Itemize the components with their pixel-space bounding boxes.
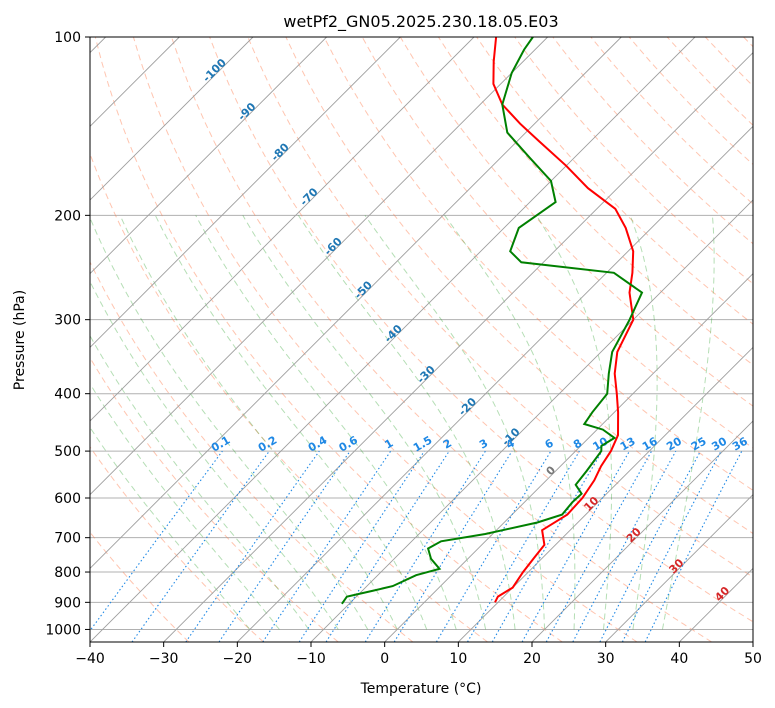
dry-adiabat: [90, 356, 339, 642]
x-tick-label: 20: [523, 651, 541, 667]
y-tick-label: 1000: [45, 622, 81, 638]
moist-adiabat: [629, 215, 658, 630]
dry-adiabat: [209, 37, 753, 623]
dry-adiabat: [323, 37, 753, 491]
y-axis-ticks: 100 200 300 400 500 600 700 800 900 1000: [45, 30, 90, 638]
isotherm-line: [605, 494, 753, 642]
moist-adiabat: [242, 215, 487, 630]
dry-adiabat: [94, 37, 563, 642]
dry-adiabats: [90, 37, 753, 642]
moist-adiabat: [90, 426, 251, 630]
y-tick-label: 600: [54, 491, 81, 507]
y-tick-label: 800: [54, 565, 81, 581]
mixing-ratio-lines: [90, 450, 743, 642]
isotherm-line: [310, 199, 753, 642]
isotherm-line: [90, 37, 622, 569]
y-tick-label: 900: [54, 595, 81, 611]
moist-adiabat: [90, 334, 310, 630]
moist-adiabat: [154, 215, 428, 630]
moist-adiabat: [90, 280, 339, 630]
isotherm-line: [90, 37, 696, 642]
dry-adiabat: [132, 37, 638, 642]
sounding-series: [341, 37, 644, 605]
dewpoint-line: [341, 37, 644, 605]
y-tick-label: 300: [54, 313, 81, 329]
chart-title: wetPf2_GN05.2025.230.18.05.E03: [283, 12, 558, 32]
isotherm-line: [90, 37, 475, 422]
isotherm-line: [237, 125, 753, 642]
x-tick-label: 30: [597, 651, 615, 667]
isotherm-line: [90, 37, 327, 275]
plot-area: -100-90-80-70-60-50-40-30-20-10010203040…: [90, 37, 753, 642]
isotherm-line: [163, 52, 753, 642]
y-axis-label: Pressure (hPa): [12, 290, 28, 390]
x-tick-label: 50: [744, 651, 762, 667]
y-tick-label: 700: [54, 531, 81, 547]
dry-adiabat: [90, 446, 264, 642]
dry-adiabat: [285, 37, 753, 535]
x-tick-label: 10: [449, 651, 467, 667]
moist-adiabat: [535, 215, 613, 630]
y-tick-label: 400: [54, 387, 81, 403]
dry-adiabat: [514, 37, 753, 285]
moist-adiabat: [195, 215, 457, 630]
dry-adiabat: [247, 37, 753, 578]
isotherm-line: [90, 37, 548, 496]
mixing-ratio-line: [572, 450, 677, 642]
isotherm-line: [90, 37, 401, 348]
isotherm-line: [384, 273, 753, 642]
x-axis-label: Temperature (°C): [360, 681, 482, 697]
mixing-ratio-line: [90, 450, 223, 632]
dry-adiabat: [90, 260, 414, 642]
x-tick-label: −40: [75, 651, 105, 667]
mixing-ratio-line: [298, 450, 425, 642]
mixing-ratio-line: [545, 450, 653, 642]
dry-adiabat: [171, 37, 712, 642]
temperature-line: [492, 37, 635, 603]
skewed-isotherms: [90, 37, 753, 642]
moist-adiabat: [119, 215, 398, 630]
x-tick-label: −20: [223, 651, 253, 667]
moist-adiabat: [297, 215, 516, 630]
x-axis-ticks: −40 −30 −20 −10 0 10 20 30 40 50: [75, 642, 762, 667]
mixing-ratio-line: [644, 450, 743, 642]
mixing-ratio-line: [325, 450, 450, 642]
x-tick-label: 0: [380, 651, 389, 667]
x-tick-label: −30: [149, 651, 179, 667]
mixing-ratio-line: [185, 450, 320, 642]
mixing-ratio-line: [262, 450, 392, 642]
moist-adiabat: [90, 382, 280, 630]
moist-adiabat: [90, 216, 369, 630]
x-tick-label: −10: [296, 651, 326, 667]
mixing-ratio-line: [218, 450, 351, 642]
dry-adiabat: [476, 37, 753, 325]
mixing-ratio-line: [131, 450, 270, 642]
isotherm-line: [458, 346, 753, 642]
y-tick-label: 200: [54, 208, 81, 224]
y-tick-label: 500: [54, 444, 81, 460]
plot-frame: [89, 36, 754, 643]
x-tick-label: 40: [670, 651, 688, 667]
isotherm-line: [90, 37, 254, 201]
mixing-ratio-line: [521, 450, 630, 642]
pressure-gridlines: [90, 37, 753, 630]
moist-adiabat: [444, 215, 576, 630]
mixing-ratio-line: [393, 450, 513, 642]
moist-adiabat: [661, 215, 715, 630]
y-tick-label: 100: [54, 30, 81, 46]
isotherm-line: [531, 420, 753, 642]
